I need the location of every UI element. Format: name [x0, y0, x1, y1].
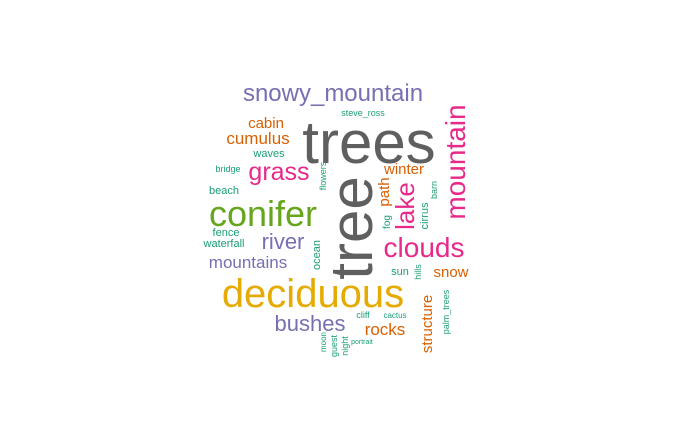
word-river: river: [262, 229, 305, 254]
word-beach: beach: [209, 185, 239, 197]
word-rocks: rocks: [365, 320, 406, 339]
word-barn: barn: [429, 181, 439, 199]
word-flowers: flowers: [318, 161, 328, 190]
word-conifer: conifer: [209, 193, 317, 234]
word-ocean: ocean: [311, 240, 323, 270]
word-path: path: [376, 177, 393, 206]
word-night: night: [340, 336, 350, 356]
word-snow: snow: [433, 264, 468, 281]
word-cumulus: cumulus: [226, 129, 289, 148]
word-snowy-mountain: snowy_mountain: [243, 80, 423, 107]
word-deciduous: deciduous: [222, 272, 404, 316]
word-waterfall: waterfall: [203, 238, 245, 250]
word-structure: structure: [419, 295, 436, 353]
word-bridge: bridge: [215, 164, 240, 174]
word-cirrus: cirrus: [419, 202, 431, 229]
word-winter: winter: [383, 161, 424, 178]
word-fog: fog: [382, 215, 393, 229]
word-fence: fence: [213, 227, 240, 239]
word-cactus: cactus: [383, 311, 406, 320]
word-grass: grass: [248, 158, 309, 186]
word-cabin: cabin: [248, 115, 284, 132]
word-cliff: cliff: [356, 310, 370, 320]
word-clouds: clouds: [384, 232, 465, 263]
word-guest: guest: [329, 334, 339, 357]
word-moon: moon: [319, 332, 328, 352]
word-waves: waves: [252, 148, 285, 160]
word-hills: hills: [413, 264, 423, 280]
word-lake: lake: [390, 182, 420, 230]
word-steve-ross: steve_ross: [341, 108, 385, 118]
word-tree: tree: [318, 176, 385, 279]
word-sun: sun: [391, 266, 409, 278]
word-bushes: bushes: [275, 311, 346, 336]
word-trees: trees: [302, 109, 435, 176]
word-portrait: portrait: [351, 339, 373, 346]
word-palm-trees: palm_trees: [441, 289, 451, 334]
word-mountains: mountains: [209, 253, 287, 272]
word-mountain: mountain: [440, 104, 471, 219]
